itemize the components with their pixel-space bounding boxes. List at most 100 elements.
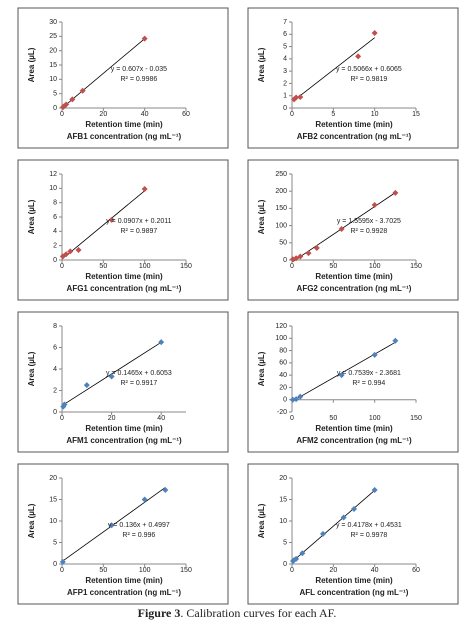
y-tick-label: 2 [53,243,57,250]
y-tick-label: 60 [279,360,287,367]
y-tick-label: 0 [53,105,57,112]
x-tick-label: 40 [157,415,165,422]
y-tick-label: -20 [277,409,287,416]
y-tick-label: 20 [49,475,57,482]
y-tick-label: 15 [279,496,287,503]
y-tick-label: 7 [283,19,287,26]
x-tick-label: 10 [371,111,379,118]
data-point [108,373,115,380]
r-squared: R² = 0.9917 [120,380,157,387]
data-point [313,244,320,251]
x-tick-label: 150 [180,567,192,574]
caption-label: Figure 3 [138,606,181,620]
equation: y = 0.136x + 0.4997 [108,522,170,529]
x-tick-label: 150 [410,263,422,270]
y-axis-label: Area (µL) [27,351,36,386]
equation: y = 0.5066x + 0.6065 [336,66,402,73]
y-tick-label: 5 [53,539,57,546]
y-tick-label: 4 [53,366,57,373]
trendline [292,490,375,562]
y-tick-label: 100 [275,222,287,229]
x-tick-label: 100 [369,263,381,270]
data-point [63,251,70,258]
chart-title: AFG2 concentration (ng mL⁻¹) [297,284,412,293]
y-tick-label: 10 [49,76,57,83]
chart-title: AFB1 concentration (ng mL⁻¹) [67,132,182,141]
panel-border [17,463,229,605]
y-tick-label: 20 [279,384,287,391]
equation: y = 0.607x - 0.035 [111,66,167,73]
panel-border [247,463,459,605]
data-point [67,248,74,255]
data-point [351,505,357,512]
x-axis-label: Retention time (min) [85,272,163,281]
r-squared: R² = 0.994 [352,380,385,387]
x-tick-label: 150 [410,415,422,422]
x-tick-label: 15 [412,111,420,118]
data-point [297,93,304,100]
equation: y = 0.4178x + 0.4531 [336,522,402,529]
x-tick-label: 40 [371,567,379,574]
data-point [371,487,378,494]
data-point [61,401,68,408]
y-tick-label: 15 [49,496,57,503]
chart-title: AFP1 concentration (ng mL⁻¹) [67,588,181,597]
y-tick-label: 25 [49,33,57,40]
r-squared: R² = 0.9986 [120,76,157,83]
data-point [59,558,66,565]
r-squared: R² = 0.9928 [350,228,387,235]
x-tick-label: 40 [141,111,149,118]
data-point [108,522,115,529]
y-tick-label: 10 [279,518,287,525]
trendline [62,190,145,259]
data-point [141,186,148,193]
y-tick-label: 0 [283,561,287,568]
x-tick-label: 150 [180,263,192,270]
x-tick-label: 100 [139,263,151,270]
data-point [162,487,169,494]
y-tick-label: 0 [283,257,287,264]
y-axis-label: Area (µL) [257,351,266,386]
y-tick-label: 120 [275,323,287,330]
y-tick-label: 80 [279,347,287,354]
equation: y = 0.0907x + 0.2011 [106,218,171,225]
x-tick-label: 60 [182,111,190,118]
trendline [63,341,162,406]
y-axis-label: Area (µL) [27,47,36,82]
equation: y = 0.7539x - 2.3681 [337,370,401,377]
y-tick-label: 10 [49,518,57,525]
data-point [338,226,345,233]
data-point [293,555,300,562]
r-squared: R² = 0.9978 [350,532,387,539]
y-axis-label: Area (µL) [27,503,36,538]
data-point [392,337,399,344]
equation: y = 0.1465x + 0.6053 [106,370,172,377]
chart-title: AFB2 concentration (ng mL⁻¹) [297,132,412,141]
caption: Figure 3. Calibration curves for each AF… [138,606,337,620]
x-tick-label: 0 [290,263,294,270]
data-point [297,393,304,400]
y-tick-label: 100 [275,335,287,342]
y-tick-label: 10 [49,185,57,192]
y-tick-label: 3 [283,68,287,75]
data-point [63,101,70,108]
x-axis-label: Retention time (min) [85,424,163,433]
chart-title: AFL concentration (ng mL⁻¹) [300,588,409,597]
data-point [141,35,148,42]
y-tick-label: 0 [283,105,287,112]
panel-border [247,159,459,301]
y-tick-label: 20 [49,48,57,55]
y-tick-label: 6 [283,31,287,38]
x-tick-label: 0 [60,263,64,270]
data-point [320,530,326,537]
data-point [141,496,148,503]
data-point [79,87,86,94]
x-axis-label: Retention time (min) [85,120,163,129]
x-axis-label: Retention time (min) [85,576,163,585]
trendline [62,487,166,562]
x-tick-label: 0 [290,567,294,574]
data-point [338,372,345,379]
y-tick-label: 30 [49,19,57,26]
trendline [62,38,145,108]
